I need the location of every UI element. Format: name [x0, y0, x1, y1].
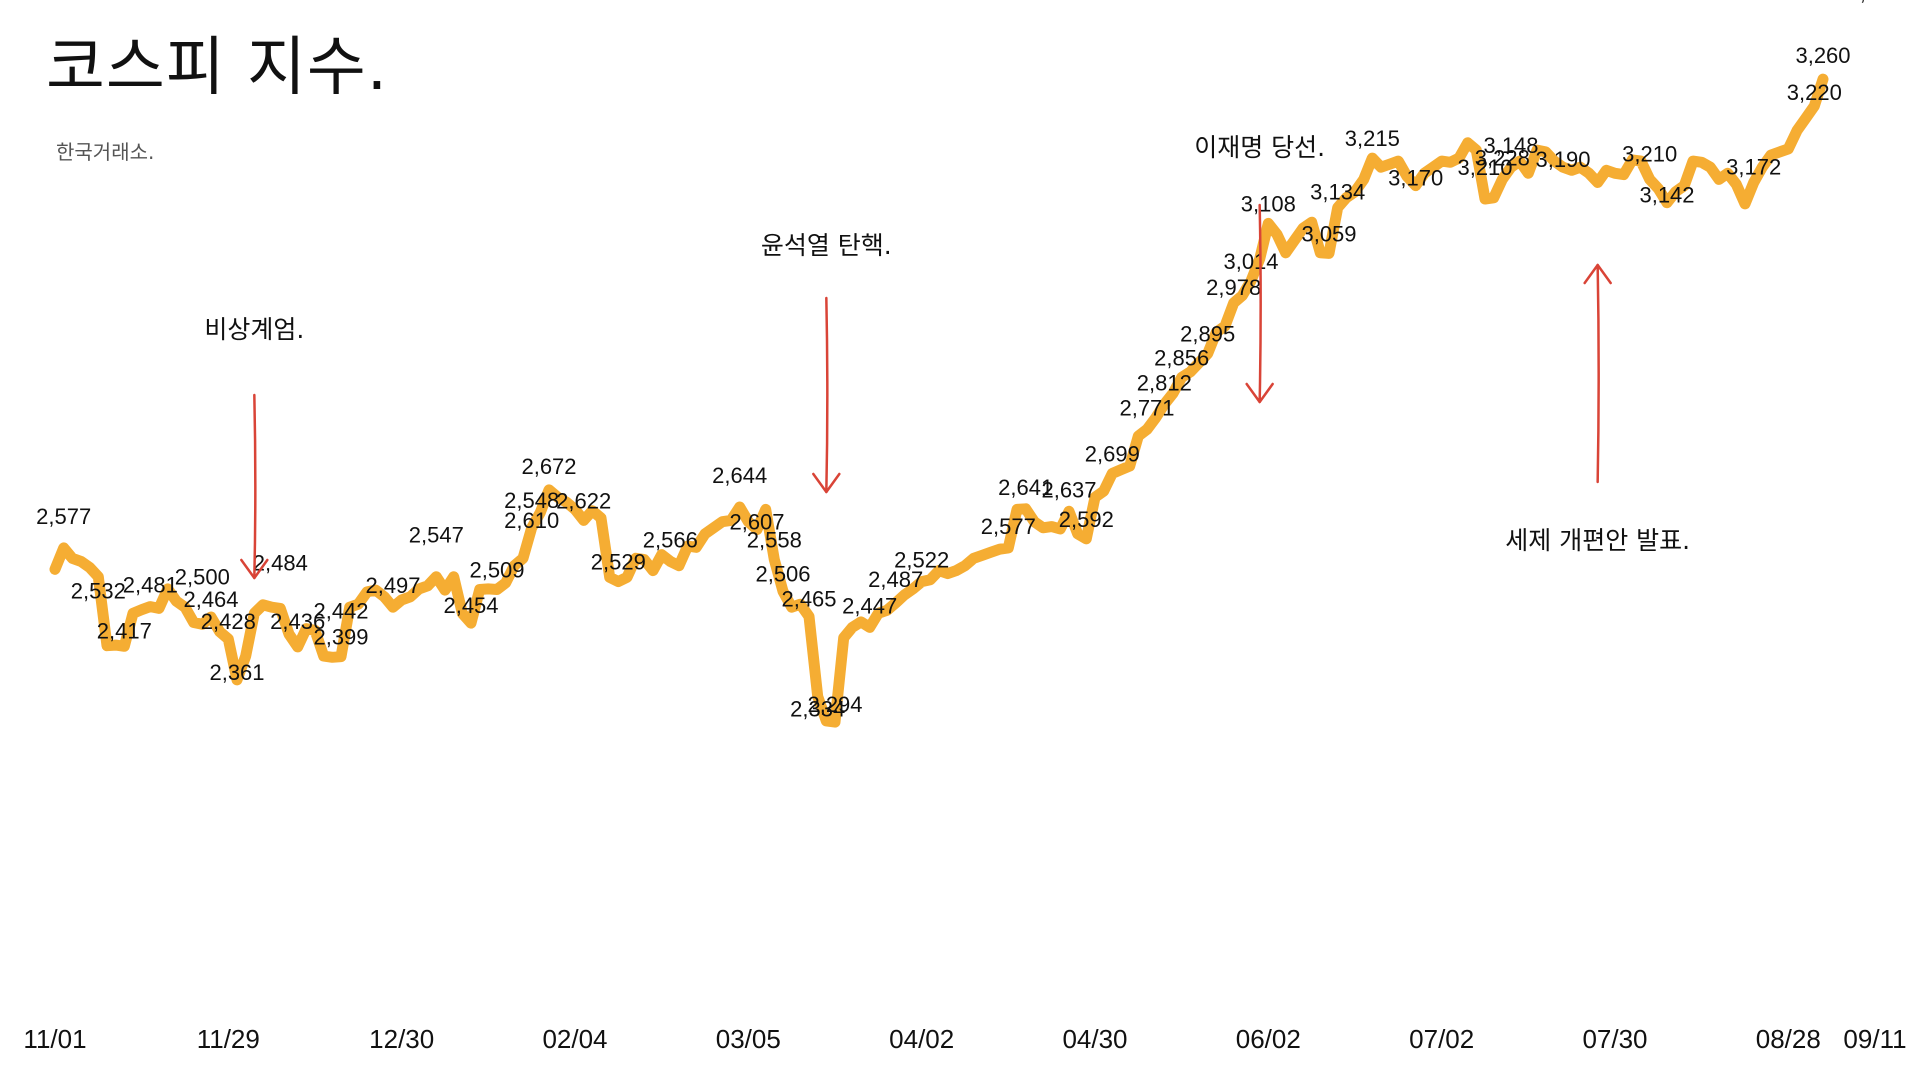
- annotation-label: 이재명 당선.: [1194, 133, 1325, 162]
- data-label: 3,228: [1475, 145, 1530, 170]
- data-label: 2,566: [643, 527, 698, 552]
- data-label: 2,447: [842, 593, 897, 618]
- data-label: 2,334: [790, 696, 845, 721]
- data-label: 2,856: [1154, 345, 1209, 370]
- data-label: 2,895: [1180, 322, 1235, 347]
- data-label: 2,622: [556, 488, 611, 513]
- x-tick-label: 09/11: [1843, 1024, 1906, 1054]
- data-label: 3,210: [1457, 155, 1512, 180]
- data-label: 2,436: [270, 609, 325, 634]
- data-label: 3,148: [1483, 133, 1538, 158]
- data-label: 2,637: [1041, 477, 1096, 502]
- chart-subtitle: 한국거래소.: [56, 140, 155, 164]
- annotation-arrow: [1596, 263, 1600, 484]
- annotation-arrow: [1258, 203, 1262, 404]
- annotation-label: 윤석열 탄핵.: [761, 231, 892, 260]
- data-label: 2,500: [175, 564, 230, 589]
- series-line: [49, 73, 1829, 728]
- data-label: 2,532: [71, 579, 126, 604]
- x-tick-label: 11/01: [23, 1024, 86, 1054]
- data-label: 2,577: [36, 504, 91, 529]
- data-label: 2,442: [313, 599, 368, 624]
- data-label: 2,428: [201, 609, 256, 634]
- data-label: 2,558: [747, 528, 802, 553]
- annotation-arrow: [825, 296, 829, 494]
- data-label: 3,170: [1388, 166, 1443, 191]
- data-label: 3,220: [1787, 80, 1842, 105]
- data-label: 3,190: [1535, 147, 1590, 172]
- data-label: 2,481: [123, 573, 178, 598]
- data-label: 2,294: [807, 692, 862, 717]
- x-tick-label: 03/05: [716, 1024, 781, 1054]
- data-label: 2,465: [781, 586, 836, 611]
- annotation-label: 세제 개편안 발표.: [1505, 526, 1690, 555]
- data-label: 2,641: [998, 475, 1053, 500]
- chart-title: 코스피 지수.: [46, 31, 389, 105]
- data-label: 2,812: [1137, 370, 1192, 395]
- data-label: 3,142: [1639, 183, 1694, 208]
- data-label: 2,417: [97, 618, 152, 643]
- data-label: 2,522: [894, 548, 949, 573]
- annotation-arrow: [253, 393, 257, 580]
- data-label: 3,134: [1310, 180, 1365, 205]
- data-label: 2,610: [504, 508, 559, 533]
- data-label: 2,529: [591, 550, 646, 575]
- data-label: 3,108: [1241, 191, 1296, 216]
- data-label: 3,344: [1847, 0, 1902, 5]
- data-label: 3,059: [1301, 221, 1356, 246]
- x-tick-label: 04/30: [1062, 1024, 1127, 1054]
- data-label: 2,699: [1085, 441, 1140, 466]
- data-label: 3,172: [1726, 155, 1781, 180]
- x-tick-label: 06/02: [1236, 1024, 1301, 1054]
- data-label: 2,361: [209, 660, 264, 685]
- data-label: 2,497: [365, 573, 420, 598]
- x-tick-label: 07/02: [1409, 1024, 1474, 1054]
- data-label: 3,260: [1795, 43, 1850, 68]
- data-label: 2,454: [443, 593, 498, 618]
- data-label: 2,592: [1059, 507, 1114, 532]
- data-label: 2,509: [469, 558, 524, 583]
- data-label: 2,771: [1119, 395, 1174, 420]
- x-tick-label: 12/30: [369, 1024, 434, 1054]
- x-tick-label: 11/29: [197, 1024, 260, 1054]
- data-label: 2,978: [1206, 275, 1261, 300]
- data-label: 2,506: [755, 561, 810, 586]
- data-label: 3,215: [1345, 126, 1400, 151]
- x-tick-label: 02/04: [542, 1024, 607, 1054]
- annotation-arrowhead: [240, 558, 269, 580]
- x-tick-label: 04/02: [889, 1024, 954, 1054]
- data-label: 2,487: [868, 567, 923, 592]
- data-label: 2,548: [504, 488, 559, 513]
- data-label: 2,644: [712, 463, 767, 488]
- annotation-label: 비상계엄.: [204, 315, 304, 344]
- data-label: 2,672: [521, 454, 576, 479]
- annotation-arrowhead: [1245, 382, 1274, 404]
- x-tick-label: 07/30: [1582, 1024, 1647, 1054]
- annotation-arrowhead: [812, 472, 841, 494]
- data-label: 2,547: [409, 523, 464, 548]
- annotation-arrowhead: [1583, 263, 1612, 285]
- x-tick-label: 08/28: [1756, 1024, 1821, 1054]
- data-label: 2,607: [729, 510, 784, 535]
- data-label: 2,577: [981, 514, 1036, 539]
- data-label: 2,399: [313, 625, 368, 650]
- data-label: 2,464: [183, 587, 238, 612]
- data-label: 2,484: [253, 550, 308, 575]
- data-label: 3,014: [1223, 249, 1278, 274]
- data-label: 3,210: [1622, 141, 1677, 166]
